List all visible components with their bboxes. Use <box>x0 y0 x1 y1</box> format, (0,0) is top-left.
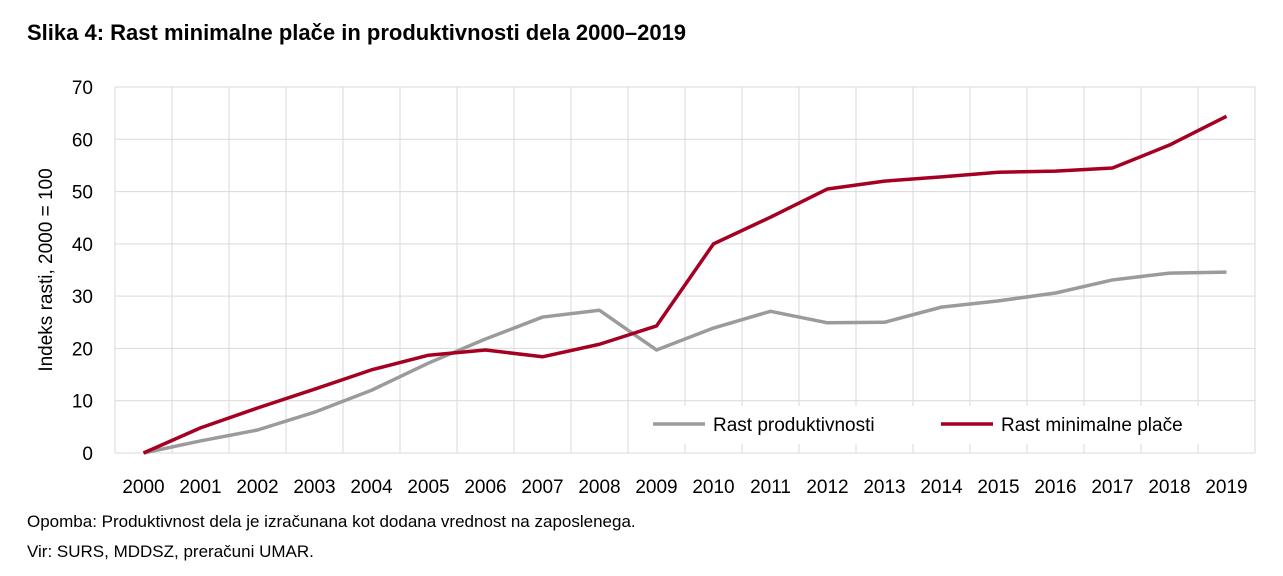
x-tick-label: 2000 <box>122 477 164 498</box>
chart-source: Vir: SURS, MDDSZ, preračuni UMAR. <box>27 542 314 561</box>
x-tick-label: 2008 <box>578 477 620 498</box>
x-tick-label: 2014 <box>920 477 963 498</box>
y-tick-label: 30 <box>72 287 93 308</box>
chart-title: Slika 4: Rast minimalne plače in produkt… <box>27 20 687 45</box>
x-tick-label: 2016 <box>1034 477 1076 498</box>
y-tick-label: 60 <box>72 130 93 151</box>
x-tick-label: 2017 <box>1091 477 1133 498</box>
x-tick-label: 2019 <box>1205 477 1247 498</box>
x-tick-label: 2004 <box>350 477 393 498</box>
y-tick-label: 10 <box>72 392 93 413</box>
legend-label: Rast produktivnosti <box>713 415 875 436</box>
y-tick-label: 50 <box>72 183 93 204</box>
legend-background <box>640 406 1240 444</box>
chart-note: Opomba: Produktivnost dela je izračunana… <box>27 512 636 531</box>
x-tick-label: 2003 <box>293 477 335 498</box>
x-tick-label: 2002 <box>236 477 278 498</box>
x-tick-label: 2018 <box>1148 477 1190 498</box>
x-tick-label: 2011 <box>750 477 791 498</box>
y-tick-label: 40 <box>72 235 93 256</box>
legend-label: Rast minimalne plače <box>1001 415 1183 436</box>
y-tick-label: 70 <box>72 78 93 99</box>
x-tick-label: 2001 <box>179 477 221 498</box>
x-tick-label: 2005 <box>407 477 449 498</box>
x-tick-label: 2010 <box>692 477 734 498</box>
x-tick-label: 2015 <box>977 477 1019 498</box>
x-tick-label: 2007 <box>521 477 563 498</box>
y-tick-label: 0 <box>82 444 93 465</box>
series-line-rast-produktivnosti <box>143 270 1227 455</box>
x-tick-label: 2013 <box>863 477 905 498</box>
x-tick-label: 2012 <box>806 477 848 498</box>
x-tick-label: 2006 <box>464 477 506 498</box>
y-tick-label: 20 <box>72 339 93 360</box>
series-line-rast-minimalne-plače <box>142 114 1228 455</box>
y-axis-label: Indeks rasti, 2000 = 100 <box>36 168 57 371</box>
x-tick-label: 2009 <box>635 477 677 498</box>
